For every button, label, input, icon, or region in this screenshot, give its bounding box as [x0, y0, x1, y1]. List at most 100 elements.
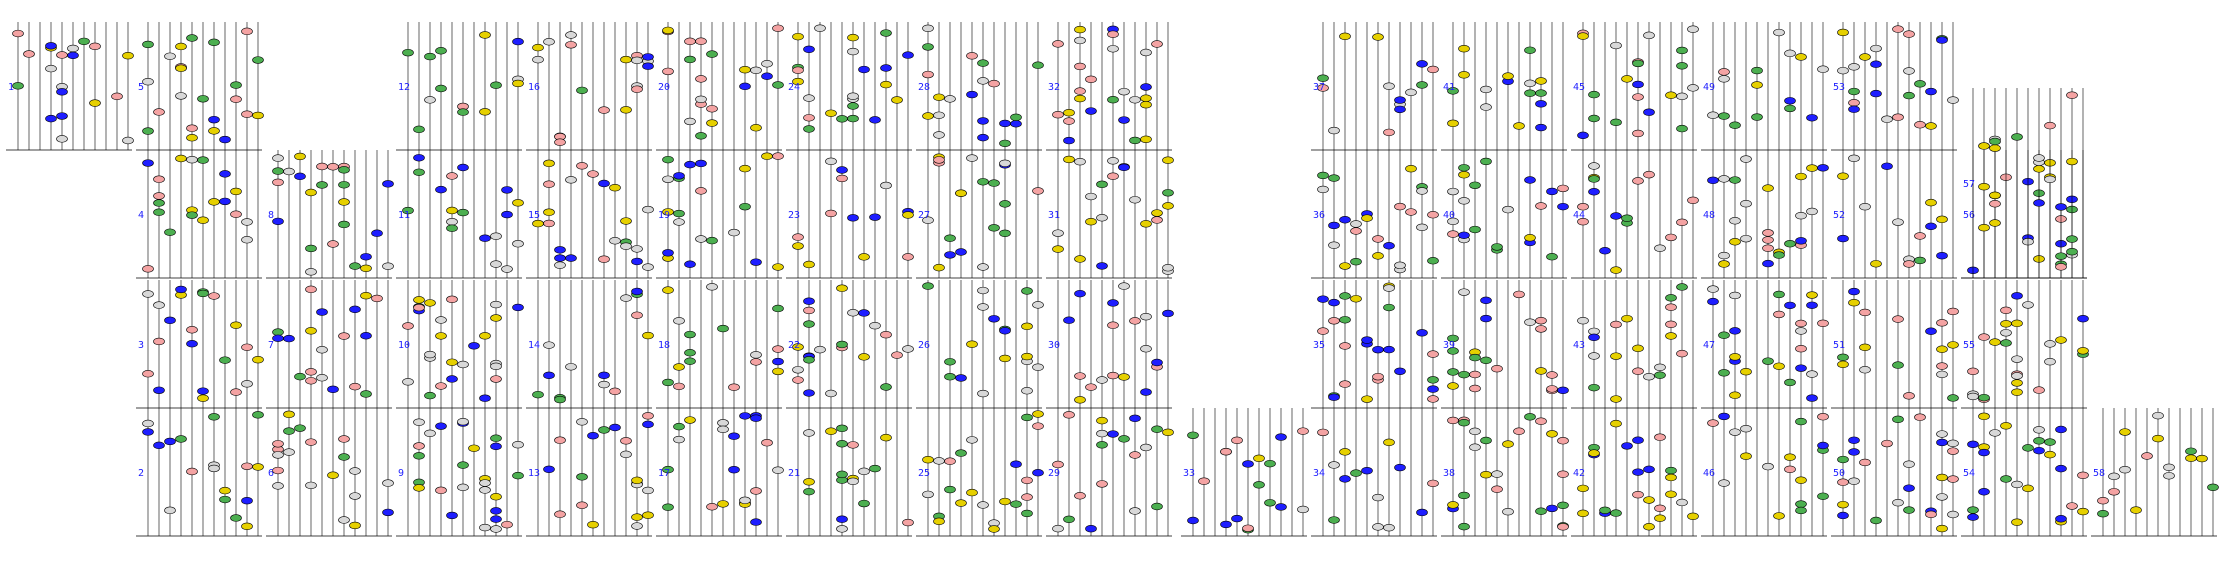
panel-22: 22 — [786, 280, 914, 409]
note-marker — [554, 138, 566, 146]
note-marker — [1859, 53, 1871, 61]
note-marker — [750, 414, 762, 422]
panel-53: 53 — [1831, 22, 1959, 151]
note-marker — [598, 371, 610, 380]
panel-label: 57 — [1963, 179, 1975, 190]
note-marker — [1502, 205, 1514, 214]
note-marker — [1654, 433, 1666, 441]
note-marker — [1513, 427, 1525, 435]
note-marker — [424, 391, 436, 400]
note-marker — [1275, 503, 1287, 511]
note-marker — [349, 382, 361, 391]
note-marker — [1220, 448, 1232, 456]
note-marker — [252, 411, 264, 419]
note-marker — [230, 95, 242, 103]
note-marker — [1989, 144, 2001, 152]
panel-28: 28 — [916, 22, 1044, 151]
note-marker — [1328, 126, 1340, 135]
note-marker — [402, 378, 414, 386]
note-marker — [1718, 175, 1730, 183]
note-marker — [977, 389, 989, 398]
note-marker — [479, 486, 491, 494]
note-marker — [283, 410, 295, 419]
note-marker — [197, 216, 209, 224]
note-marker — [1925, 122, 1937, 130]
note-marker — [382, 180, 394, 188]
note-marker — [272, 334, 284, 342]
note-marker — [1632, 367, 1644, 375]
note-marker — [2022, 484, 2034, 493]
note-marker — [1480, 470, 1492, 479]
note-marker — [1140, 388, 1152, 396]
note-marker — [413, 303, 425, 312]
note-marker — [772, 152, 784, 160]
note-marker — [1978, 488, 1990, 496]
note-marker — [684, 37, 696, 46]
note-marker — [1859, 343, 1871, 352]
note-marker — [1837, 360, 1849, 369]
note-marker — [512, 79, 524, 88]
note-marker — [479, 31, 491, 39]
note-marker — [944, 373, 956, 381]
note-marker — [1687, 512, 1699, 520]
note-marker — [933, 111, 945, 119]
note-marker — [402, 206, 414, 215]
note-marker — [858, 65, 870, 74]
note-marker — [1837, 66, 1849, 75]
note-marker — [490, 507, 502, 515]
note-marker — [153, 175, 165, 183]
note-marker — [1535, 77, 1547, 85]
note-marker — [1151, 425, 1163, 433]
note-marker — [728, 465, 740, 474]
panel-35: 35 — [1311, 280, 1439, 409]
note-marker — [739, 412, 751, 420]
note-marker — [186, 211, 198, 219]
note-marker — [2033, 154, 2045, 162]
note-marker — [501, 265, 513, 273]
panel-18: 18 — [656, 280, 784, 409]
note-marker — [814, 345, 826, 354]
note-marker — [2077, 347, 2089, 355]
panel-54: 54 — [1961, 408, 2089, 537]
note-marker — [1118, 116, 1130, 124]
note-marker — [1096, 214, 1108, 222]
note-marker — [272, 328, 284, 336]
note-marker — [1806, 394, 1818, 402]
note-marker — [1350, 257, 1362, 266]
note-marker — [1107, 45, 1119, 53]
panel-25: 25 — [916, 408, 1044, 537]
note-marker — [241, 462, 253, 470]
panel-36: 36 — [1311, 150, 1439, 279]
note-marker — [1859, 202, 1871, 211]
panel-label: 15 — [528, 210, 540, 221]
note-marker — [642, 486, 654, 495]
note-marker — [772, 357, 784, 366]
note-marker — [684, 260, 696, 268]
note-marker — [1729, 391, 1741, 399]
panel-label: 31 — [1048, 210, 1060, 221]
note-marker — [208, 115, 220, 124]
note-marker — [1140, 443, 1152, 452]
note-marker — [609, 423, 621, 432]
note-marker — [1817, 65, 1829, 73]
note-marker — [1588, 383, 1600, 392]
note-marker — [717, 419, 729, 427]
note-marker — [1085, 217, 1097, 226]
panel-label: 43 — [1573, 340, 1585, 351]
note-marker — [836, 424, 848, 433]
panel-label: 4 — [138, 210, 144, 221]
note-marker — [2011, 133, 2023, 141]
note-marker — [543, 219, 555, 228]
note-marker — [1339, 32, 1351, 41]
note-marker — [252, 56, 264, 64]
note-marker — [977, 303, 989, 311]
note-marker — [1502, 440, 1514, 448]
note-marker — [1328, 221, 1340, 230]
note-marker — [1881, 115, 1893, 123]
note-marker — [836, 525, 848, 533]
note-marker — [1989, 338, 2001, 346]
panel-label: 49 — [1703, 82, 1715, 93]
note-marker — [1010, 113, 1022, 121]
panel-55: 55 — [1961, 280, 2089, 409]
note-marker — [294, 424, 306, 432]
